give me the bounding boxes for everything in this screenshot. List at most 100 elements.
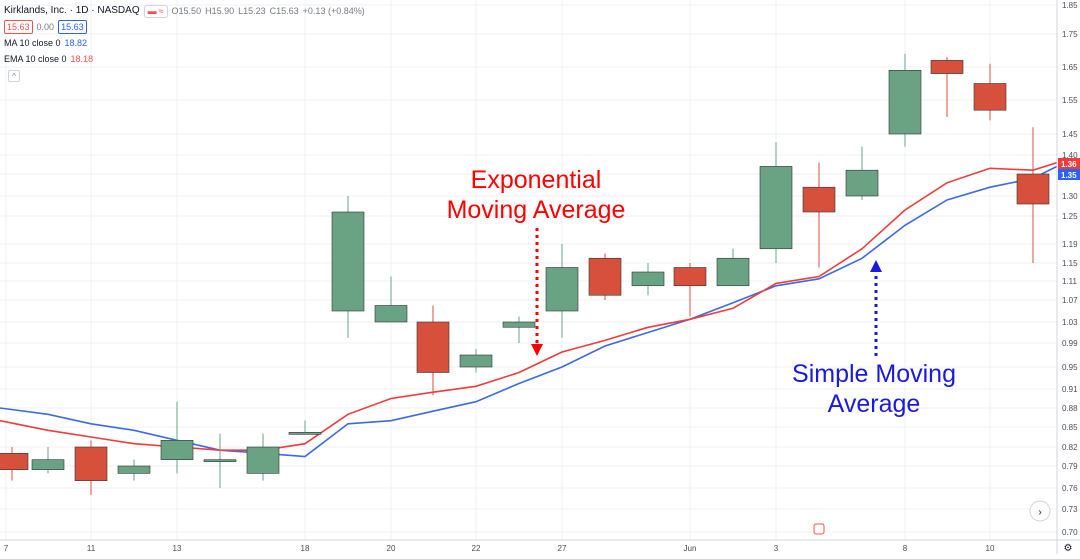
candle xyxy=(416,305,450,396)
ohlc-close: C15.63 xyxy=(269,6,299,16)
candle xyxy=(673,263,707,317)
candle-body xyxy=(673,267,707,287)
ema-annotation-line2: Moving Average xyxy=(447,196,626,224)
candle-body xyxy=(331,211,365,312)
ask-box[interactable]: 15.63 xyxy=(58,20,87,34)
candle-body xyxy=(502,321,536,328)
chevron-right-icon[interactable]: › xyxy=(1038,507,1041,518)
price-tick-label: 0.82 xyxy=(1062,443,1078,452)
ohlc-open: O15.50 xyxy=(171,6,202,16)
ema-annotation-arrowhead xyxy=(531,344,543,356)
sma-annotation-line2: Average xyxy=(828,390,921,418)
candle-body xyxy=(31,459,65,470)
candle xyxy=(31,447,65,474)
indicator-ma-name: MA 10 close 0 xyxy=(4,38,61,48)
flag-icon: ▬ xyxy=(147,6,157,16)
price-tick-label: 0.76 xyxy=(1062,484,1078,493)
candle-body xyxy=(1016,173,1050,205)
price-tick-label: 0.73 xyxy=(1062,505,1078,514)
candle-body xyxy=(802,186,836,213)
time-tick-label: 10 xyxy=(986,544,995,553)
indicator-ema-value: 18.18 xyxy=(70,54,94,64)
candle-body xyxy=(160,440,194,460)
legend: Kirklands, Inc. · 1D · NASDAQ ▬ ≈ O15.50… xyxy=(4,3,365,67)
price-tick-label: 0.79 xyxy=(1062,462,1078,471)
candle xyxy=(374,276,408,323)
scroll-right-button xyxy=(1029,500,1051,522)
candle xyxy=(588,253,622,300)
indicator-ema-name: EMA 10 close 0 xyxy=(4,54,67,64)
ema-price-badge: 1.36 xyxy=(1061,160,1077,169)
price-tick-label: 1.40 xyxy=(1062,151,1078,160)
sma-annotation-arrowhead xyxy=(870,260,882,272)
time-tick-label: 11 xyxy=(87,544,96,553)
candle-body xyxy=(288,432,322,435)
candles xyxy=(0,53,1050,495)
candle-body xyxy=(117,465,151,474)
candle xyxy=(1016,127,1050,263)
sma-annotation-line1: Simple Moving xyxy=(792,360,956,388)
candle-body xyxy=(416,321,450,373)
price-tick-label: 1.65 xyxy=(1062,63,1078,72)
candle xyxy=(203,433,237,488)
bid-box[interactable]: 15.63 xyxy=(4,20,33,34)
time-tick-label: Jun xyxy=(684,544,697,553)
gear-icon[interactable]: ⚙ xyxy=(1064,543,1073,554)
candle-body xyxy=(459,354,493,368)
indicator-ema-row[interactable]: EMA 10 close 0 18.18 xyxy=(4,51,365,67)
candle xyxy=(74,440,108,495)
candle xyxy=(802,162,836,268)
candle-body xyxy=(759,166,793,250)
time-tick-label: 18 xyxy=(301,544,310,553)
ohlc-low: L15.23 xyxy=(238,6,266,16)
price-tick-label: 1.25 xyxy=(1062,212,1078,221)
spread-value: 0.00 xyxy=(36,22,55,32)
candle xyxy=(117,459,151,481)
candle xyxy=(759,142,793,263)
price-tick-label: 1.75 xyxy=(1062,30,1078,39)
flags-pill[interactable]: ▬ ≈ xyxy=(143,4,168,18)
price-tick-label: 1.15 xyxy=(1062,259,1078,268)
collapse-legend-button[interactable]: ^ xyxy=(8,70,20,82)
price-tick-label: 0.95 xyxy=(1062,363,1078,372)
candle xyxy=(930,57,964,117)
candle xyxy=(631,263,665,296)
candle xyxy=(331,196,365,338)
ema-annotation-line1: Exponential xyxy=(471,166,602,194)
candle-body xyxy=(74,446,108,481)
chevron-up-icon: ^ xyxy=(12,71,16,81)
flags-label: ≈ xyxy=(158,6,164,16)
price-tick-label: 0.85 xyxy=(1062,423,1078,432)
candle xyxy=(502,316,536,343)
candle-body xyxy=(545,267,579,312)
candle-body xyxy=(631,271,665,287)
candle-body xyxy=(0,453,29,470)
price-tick-label: 1.03 xyxy=(1062,318,1078,327)
price-tick-label: 1.85 xyxy=(1062,1,1078,10)
candle-body xyxy=(374,305,408,323)
candle-body xyxy=(246,446,280,474)
candle-body xyxy=(845,169,879,197)
candle xyxy=(845,146,879,200)
candle xyxy=(716,248,750,287)
candle xyxy=(973,63,1007,121)
candle xyxy=(0,447,29,481)
price-tick-label: 0.70 xyxy=(1062,528,1078,537)
price-tick-label: 1.55 xyxy=(1062,96,1078,105)
indicator-ma-row[interactable]: MA 10 close 0 18.82 xyxy=(4,35,365,51)
price-tick-label: 1.30 xyxy=(1062,192,1078,201)
candle-body xyxy=(203,459,237,462)
candle-body xyxy=(930,60,964,74)
symbol-title[interactable]: Kirklands, Inc. · 1D · NASDAQ xyxy=(4,5,140,16)
candle xyxy=(545,244,579,338)
price-tick-label: 1.45 xyxy=(1062,130,1078,139)
time-tick-label: 20 xyxy=(387,544,396,553)
candle xyxy=(288,420,322,435)
price-boxes-row: 15.63 0.00 15.63 xyxy=(4,19,365,35)
sma-price-badge: 1.35 xyxy=(1061,171,1077,180)
candle xyxy=(246,433,280,481)
